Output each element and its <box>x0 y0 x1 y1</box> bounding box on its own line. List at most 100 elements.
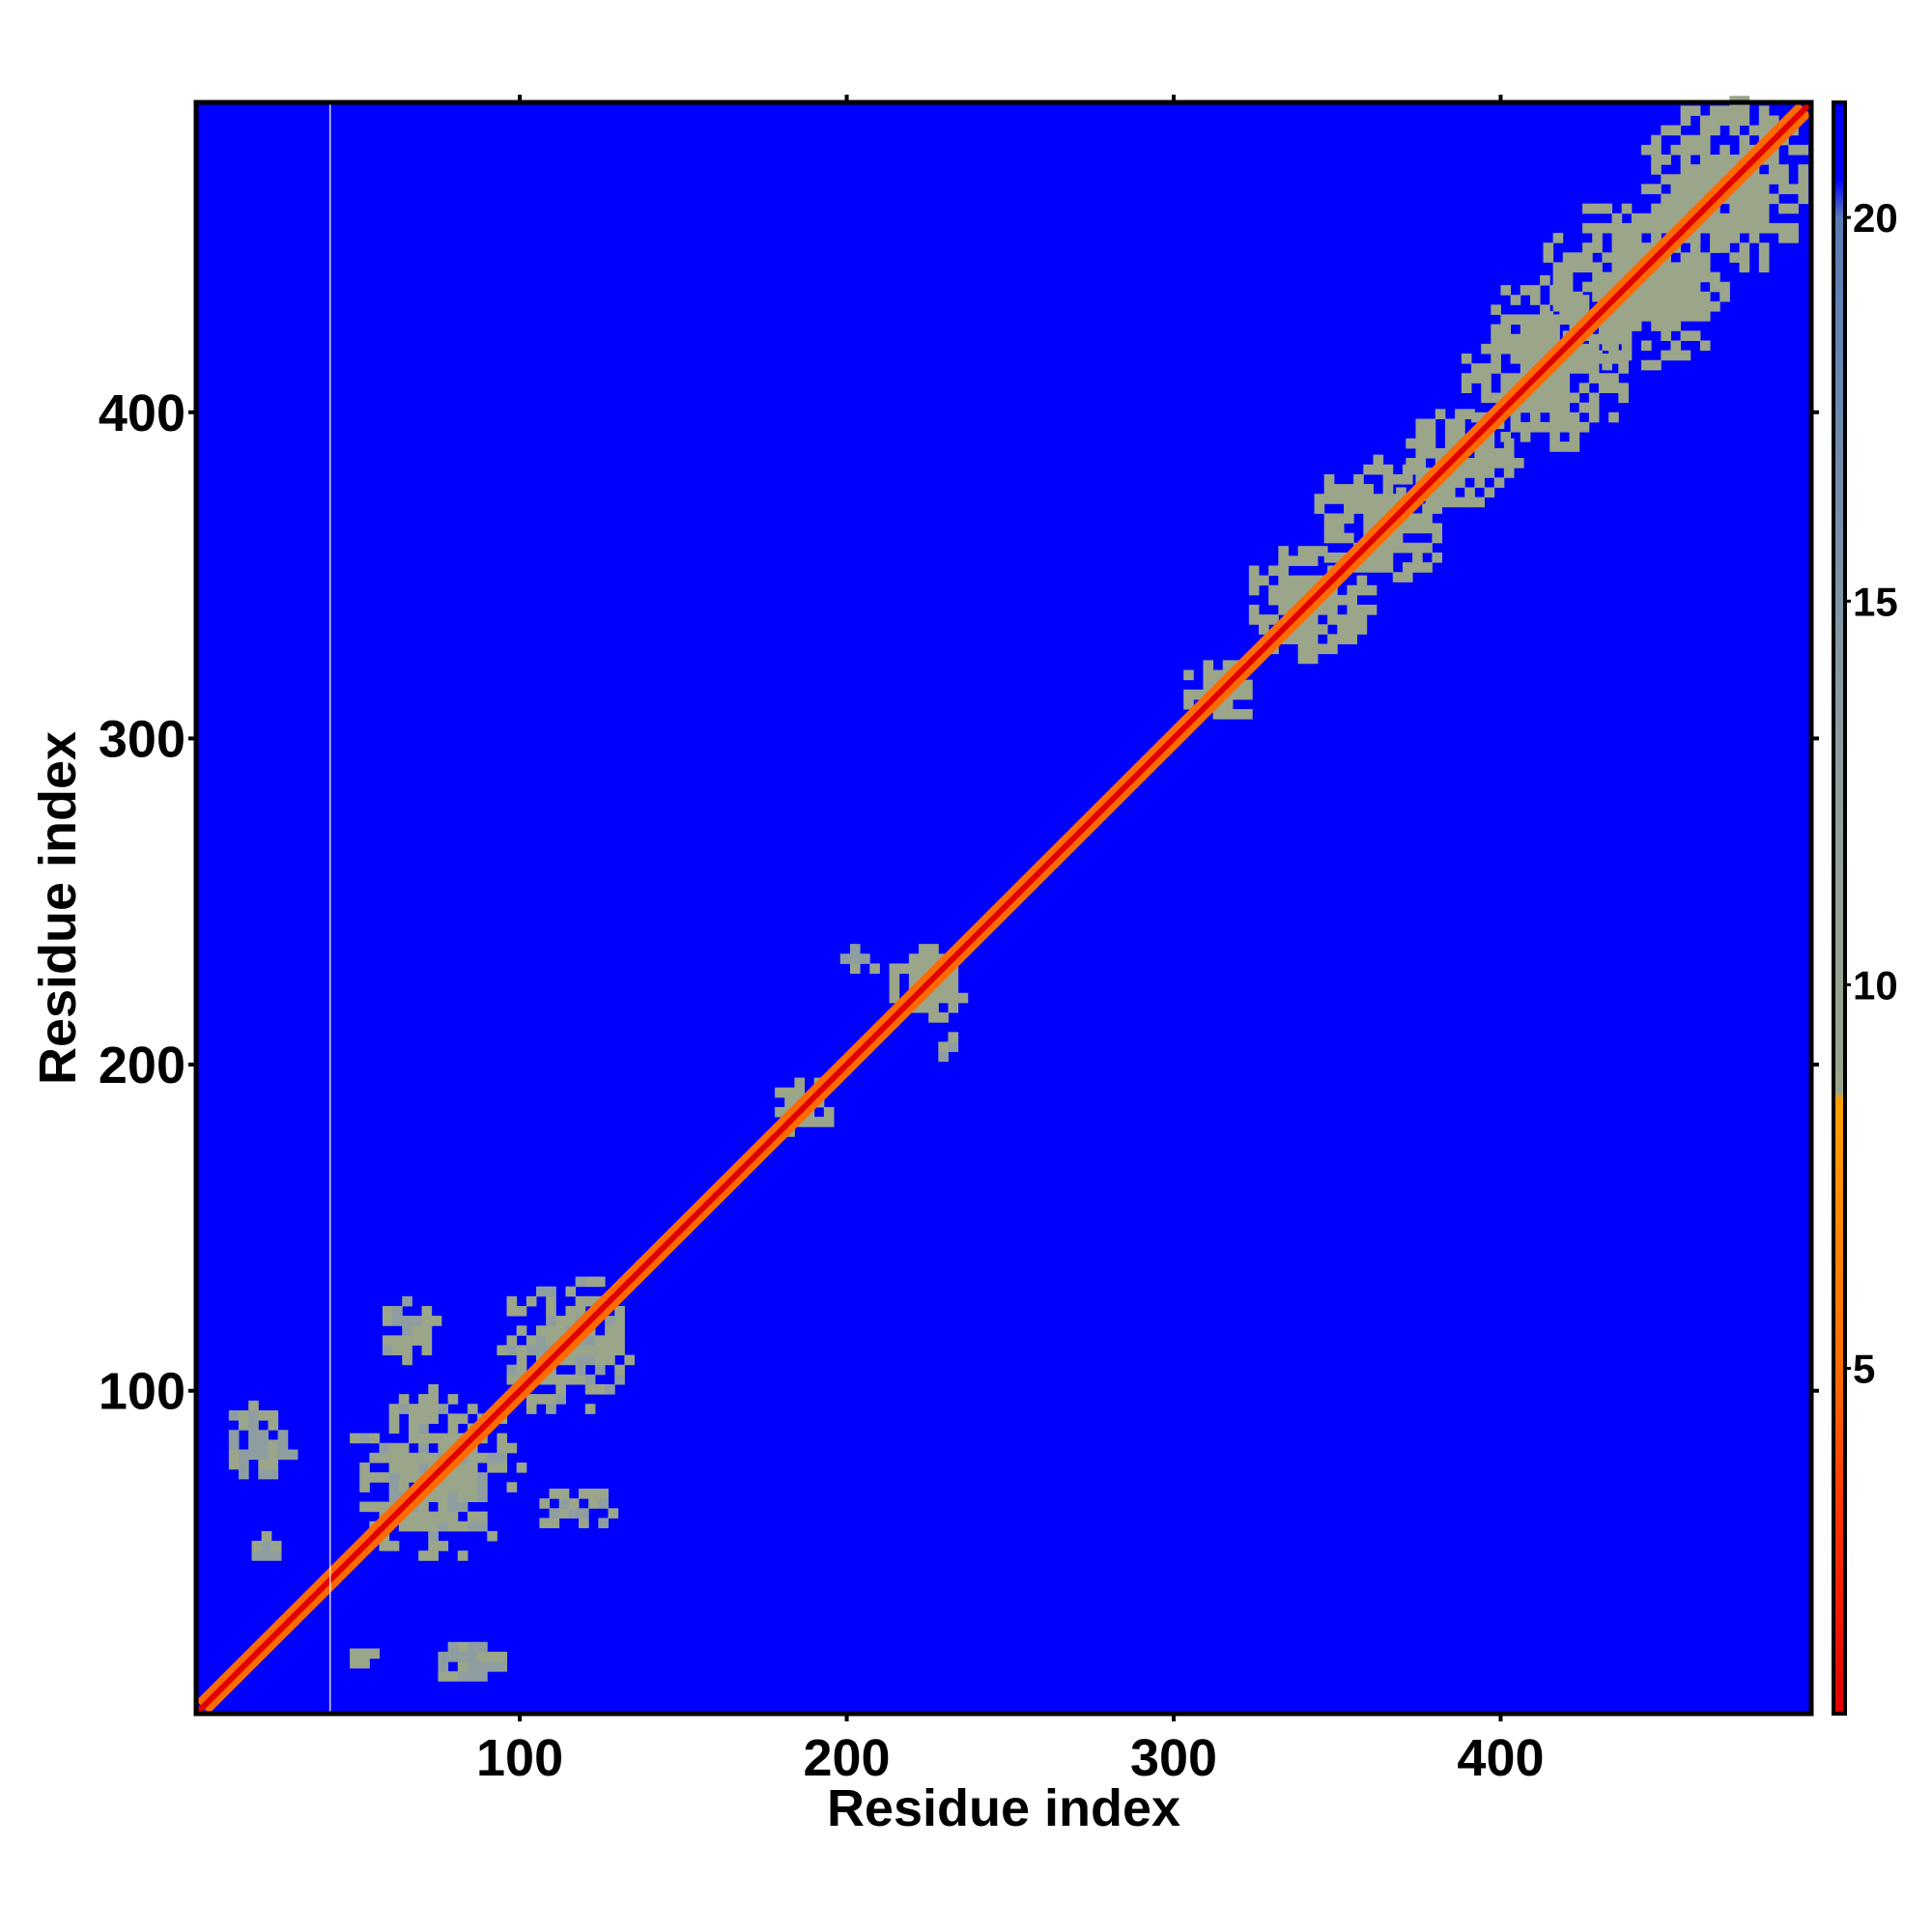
heatmap-cell <box>1540 274 1550 286</box>
heatmap-cell <box>1651 144 1662 156</box>
heatmap-cell <box>919 963 929 975</box>
heatmap-cell <box>421 1325 433 1336</box>
heatmap-cell <box>1474 458 1486 469</box>
heatmap-cell <box>1690 300 1701 312</box>
heatmap-cell <box>1444 487 1456 498</box>
heatmap-cell <box>388 1423 400 1435</box>
heatmap-cell <box>624 1354 636 1366</box>
heatmap-cell <box>539 1498 551 1509</box>
heatmap-cell <box>1484 447 1495 459</box>
heatmap-cell <box>1602 222 1613 234</box>
heatmap-cell <box>239 1459 249 1470</box>
heatmap-cell <box>839 953 851 964</box>
heatmap-cell <box>1552 262 1564 273</box>
heatmap-cell <box>1729 203 1741 214</box>
heatmap-cell <box>1455 468 1465 478</box>
heatmap-cell <box>497 1661 508 1672</box>
heatmap-cell <box>487 1530 497 1542</box>
heatmap-cell <box>1503 447 1515 459</box>
heatmap-cell <box>428 1433 439 1444</box>
heatmap-cell <box>1373 464 1384 475</box>
heatmap-cell <box>1739 105 1750 117</box>
heatmap-cell <box>1425 418 1436 430</box>
heatmap-cell <box>1333 532 1345 544</box>
heatmap-cell <box>477 1452 488 1463</box>
heatmap-cell <box>258 1439 269 1451</box>
heatmap-cell <box>418 1520 429 1532</box>
heatmap-cell <box>1514 458 1524 469</box>
heatmap-cell <box>1444 418 1456 430</box>
heatmap-cell <box>889 963 900 975</box>
heatmap-cell <box>1552 291 1564 302</box>
heatmap-cell <box>258 1430 269 1440</box>
heatmap-cell <box>919 953 929 964</box>
heatmap-cell <box>248 1449 259 1461</box>
heatmap-cell <box>1402 464 1413 475</box>
heatmap-cell <box>277 1430 289 1440</box>
heatmap-cell <box>1710 242 1720 253</box>
heatmap-cell <box>1406 458 1416 469</box>
heatmap-cell <box>1461 383 1472 394</box>
heatmap-cell <box>1529 295 1541 305</box>
heatmap-cell <box>1248 565 1260 577</box>
heatmap-cell <box>506 1295 518 1307</box>
heatmap-cell <box>359 1463 370 1473</box>
heatmap-cell <box>948 1002 959 1013</box>
contact-region <box>228 1400 298 1480</box>
heatmap-cell <box>1788 144 1799 156</box>
heatmap-cell <box>1562 271 1574 283</box>
heatmap-cell <box>1356 584 1368 596</box>
heatmap-cell <box>1582 262 1593 273</box>
heatmap-cell <box>1549 402 1560 413</box>
heatmap-cell <box>1578 421 1590 433</box>
heatmap-cell <box>546 1325 556 1336</box>
heatmap-cell <box>477 1482 488 1492</box>
heatmap-cell <box>1412 542 1423 554</box>
heatmap-cell <box>1307 624 1319 635</box>
heatmap-cell <box>1363 494 1374 504</box>
heatmap-cell <box>1719 222 1730 234</box>
heatmap-cell <box>948 1041 959 1053</box>
heatmap-cell <box>1729 115 1741 127</box>
heatmap-cell <box>1402 513 1413 525</box>
heatmap-cell <box>1559 363 1571 374</box>
heatmap-cell <box>506 1364 518 1376</box>
heatmap-cell <box>1739 262 1750 273</box>
heatmap-cell <box>261 1541 272 1551</box>
heatmap-cell <box>1373 503 1384 514</box>
heatmap-cell <box>558 1508 570 1519</box>
heatmap-cell <box>1651 222 1662 234</box>
main-diagonal <box>193 99 1814 1717</box>
heatmap-cell <box>1529 392 1541 404</box>
heatmap-cell <box>1680 291 1691 302</box>
heatmap-cell <box>1641 281 1652 293</box>
heatmap-cell <box>1710 174 1720 185</box>
heatmap-cell <box>457 1671 469 1682</box>
x-axis: 100 200 300 400 <box>476 95 1545 1787</box>
heatmap-cell <box>409 1463 419 1473</box>
heatmap-cell <box>1719 144 1730 156</box>
heatmap-cell <box>579 1489 589 1499</box>
heatmap-cell <box>268 1468 279 1480</box>
heatmap-cell <box>1333 552 1345 563</box>
heatmap-cell <box>1193 689 1204 700</box>
heatmap-cell <box>388 1452 400 1463</box>
heatmap-cell <box>1356 604 1368 615</box>
colorbar-frame <box>1832 100 1847 1716</box>
heatmap-cell <box>402 1335 412 1346</box>
heatmap-cell <box>1543 311 1554 322</box>
heatmap-cell <box>1578 402 1590 413</box>
heatmap-cell <box>1392 523 1404 534</box>
heatmap-cell <box>605 1345 615 1356</box>
contact-region <box>350 1648 381 1669</box>
heatmap-cell <box>1259 575 1269 586</box>
heatmap-cell <box>1356 624 1368 635</box>
heatmap-cell <box>1588 412 1600 423</box>
heatmap-cell <box>1621 330 1633 341</box>
heatmap-cell <box>1670 262 1682 273</box>
heatmap-cell <box>1549 324 1560 335</box>
heatmap-cell <box>1651 184 1662 195</box>
heatmap-cell <box>1758 115 1770 127</box>
heatmap-cell <box>1690 291 1701 302</box>
heatmap-cell <box>1510 343 1521 355</box>
